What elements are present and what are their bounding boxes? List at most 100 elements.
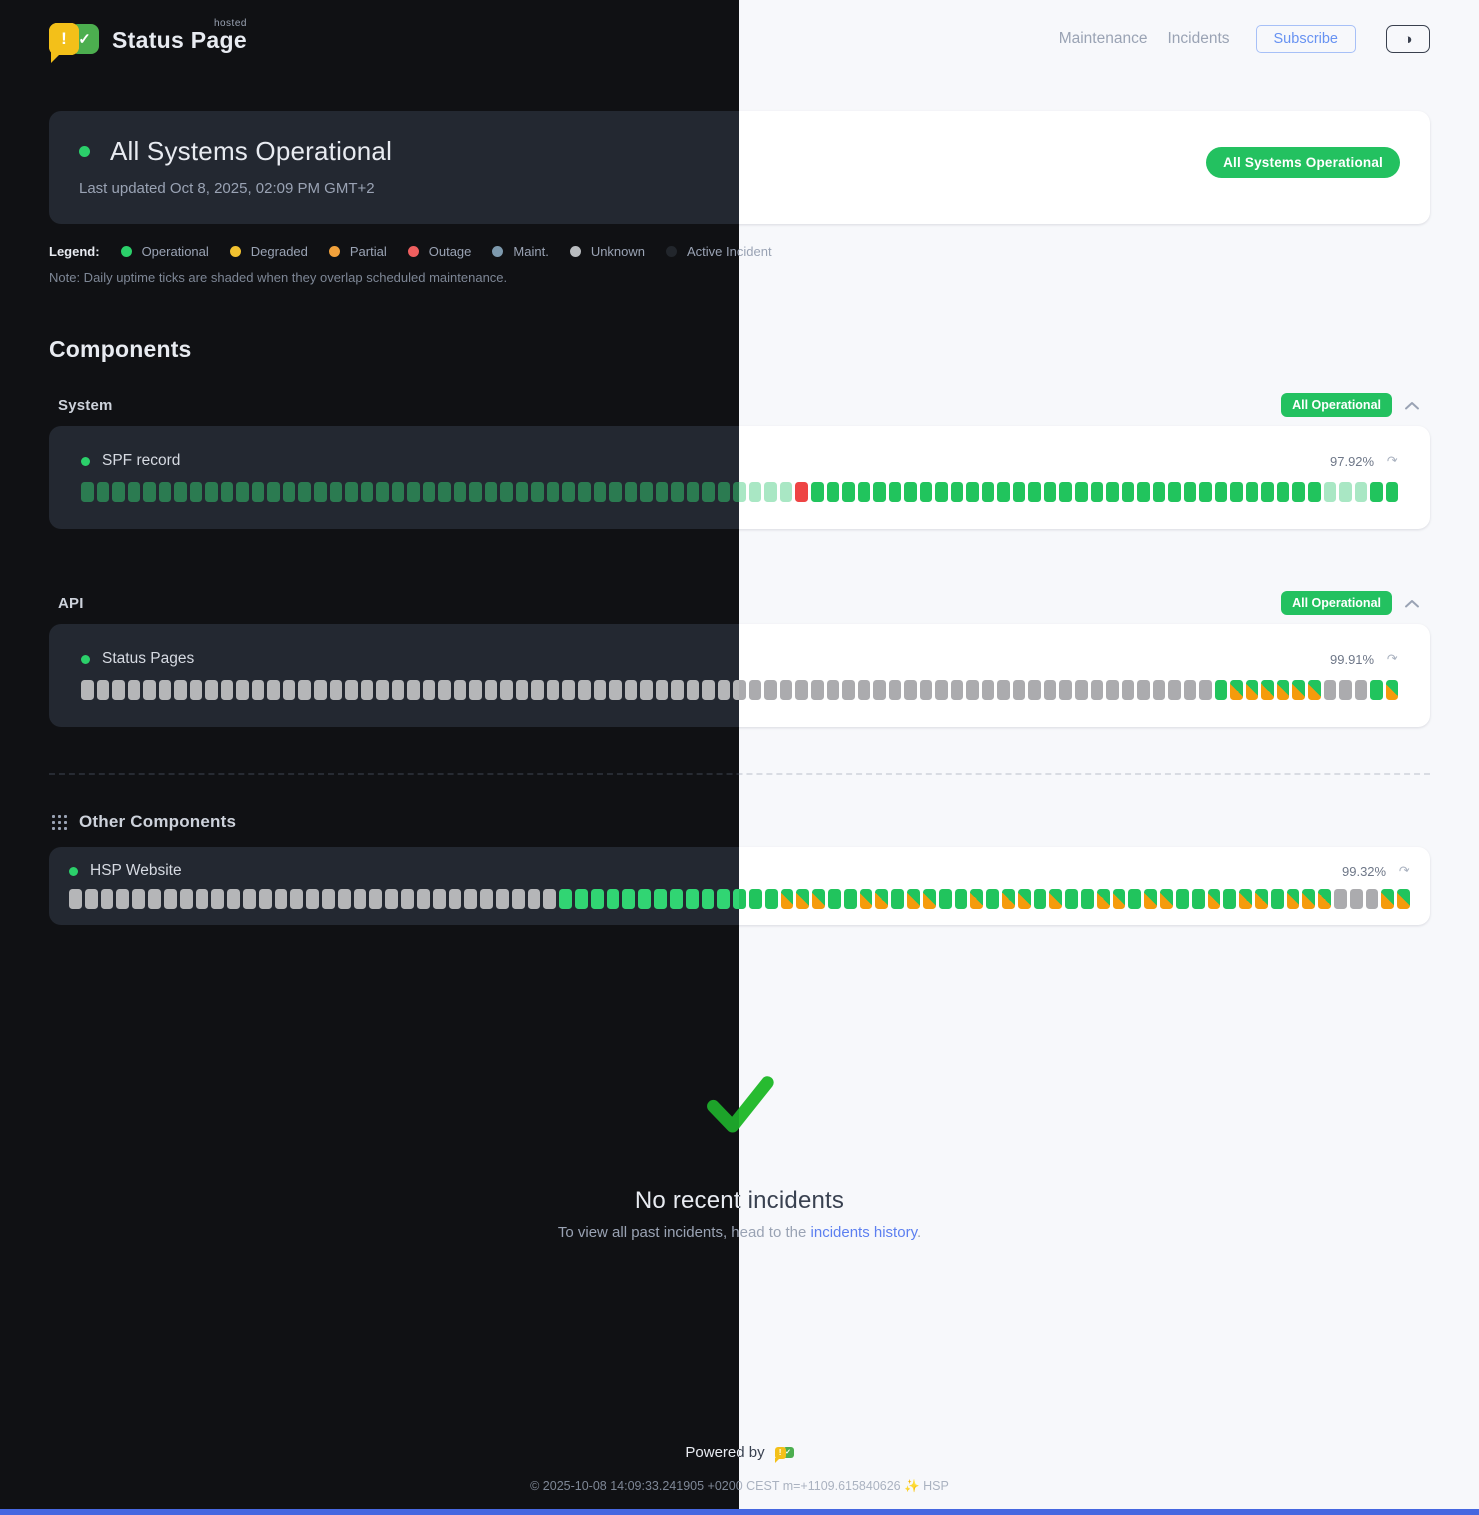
uptime-tick[interactable] <box>500 680 513 700</box>
uptime-tick[interactable] <box>981 680 995 700</box>
uptime-tick[interactable] <box>298 680 311 700</box>
uptime-tick[interactable] <box>1012 680 1026 700</box>
uptime-tick[interactable] <box>1370 482 1383 502</box>
uptime-tick[interactable] <box>282 680 296 700</box>
uptime-tick[interactable] <box>733 482 739 502</box>
uptime-tick[interactable] <box>779 482 793 502</box>
uptime-tick[interactable] <box>329 680 343 700</box>
uptime-tick[interactable] <box>484 482 498 502</box>
uptime-tick[interactable] <box>1385 482 1399 502</box>
uptime-tick[interactable] <box>640 680 653 700</box>
uptime-tick[interactable] <box>236 482 249 502</box>
uptime-tick[interactable] <box>1276 680 1290 700</box>
uptime-tick[interactable] <box>480 889 493 909</box>
uptime-tick[interactable] <box>1223 889 1237 909</box>
refresh-icon[interactable]: ↷ <box>1397 862 1412 879</box>
uptime-tick[interactable] <box>1354 680 1368 700</box>
uptime-tick[interactable] <box>267 680 280 700</box>
uptime-tick[interactable] <box>1381 889 1395 909</box>
uptime-tick[interactable] <box>84 889 98 909</box>
uptime-tick[interactable] <box>422 680 436 700</box>
uptime-tick[interactable] <box>578 482 591 502</box>
uptime-tick[interactable] <box>717 680 731 700</box>
uptime-tick[interactable] <box>546 680 560 700</box>
uptime-tick[interactable] <box>593 482 607 502</box>
uptime-tick[interactable] <box>1121 482 1135 502</box>
uptime-tick[interactable] <box>96 482 110 502</box>
uptime-tick[interactable] <box>966 680 979 700</box>
uptime-tick[interactable] <box>306 889 319 909</box>
uptime-tick[interactable] <box>922 889 936 909</box>
uptime-tick[interactable] <box>873 680 886 700</box>
uptime-tick[interactable] <box>593 680 607 700</box>
uptime-tick[interactable] <box>1183 680 1197 700</box>
uptime-tick[interactable] <box>954 889 968 909</box>
uptime-tick[interactable] <box>997 482 1010 502</box>
uptime-tick[interactable] <box>640 482 653 502</box>
uptime-tick[interactable] <box>1017 889 1031 909</box>
uptime-tick[interactable] <box>69 889 82 909</box>
uptime-tick[interactable] <box>907 889 920 909</box>
uptime-tick[interactable] <box>1307 482 1321 502</box>
uptime-tick[interactable] <box>267 482 280 502</box>
chevron-up-icon[interactable] <box>1404 401 1420 410</box>
uptime-tick[interactable] <box>360 482 374 502</box>
uptime-tick[interactable] <box>438 680 451 700</box>
uptime-tick[interactable] <box>1121 680 1135 700</box>
uptime-tick[interactable] <box>148 889 161 909</box>
uptime-tick[interactable] <box>575 889 588 909</box>
uptime-tick[interactable] <box>1302 889 1316 909</box>
uptime-tick[interactable] <box>112 482 125 502</box>
uptime-tick[interactable] <box>531 680 544 700</box>
uptime-tick[interactable] <box>1199 482 1212 502</box>
uptime-tick[interactable] <box>1096 889 1110 909</box>
uptime-tick[interactable] <box>1230 680 1243 700</box>
uptime-tick[interactable] <box>527 889 541 909</box>
uptime-tick[interactable] <box>1059 482 1072 502</box>
uptime-tick[interactable] <box>205 482 218 502</box>
uptime-tick[interactable] <box>796 889 810 909</box>
uptime-tick[interactable] <box>1207 889 1221 909</box>
uptime-tick[interactable] <box>779 680 793 700</box>
incidents-history-link[interactable]: incidents history <box>810 1224 917 1241</box>
uptime-tick[interactable] <box>891 889 905 909</box>
uptime-tick[interactable] <box>843 889 857 909</box>
chevron-up-icon[interactable] <box>1404 599 1420 608</box>
uptime-tick[interactable] <box>733 680 739 700</box>
uptime-tick[interactable] <box>1323 482 1337 502</box>
uptime-tick[interactable] <box>1365 889 1379 909</box>
uptime-tick[interactable] <box>1214 680 1228 700</box>
uptime-tick[interactable] <box>1028 680 1041 700</box>
uptime-tick[interactable] <box>337 889 351 909</box>
uptime-tick[interactable] <box>859 889 873 909</box>
uptime-tick[interactable] <box>158 680 172 700</box>
uptime-tick[interactable] <box>717 889 731 909</box>
uptime-tick[interactable] <box>950 680 964 700</box>
uptime-tick[interactable] <box>764 680 777 700</box>
uptime-tick[interactable] <box>189 680 203 700</box>
uptime-tick[interactable] <box>385 889 399 909</box>
uptime-tick[interactable] <box>81 680 94 700</box>
uptime-tick[interactable] <box>100 889 114 909</box>
uptime-tick[interactable] <box>251 482 265 502</box>
uptime-tick[interactable] <box>1292 680 1305 700</box>
uptime-tick[interactable] <box>1043 482 1057 502</box>
uptime-tick[interactable] <box>391 482 405 502</box>
uptime-tick[interactable] <box>1191 889 1205 909</box>
uptime-tick[interactable] <box>353 889 367 909</box>
uptime-tick[interactable] <box>1059 680 1072 700</box>
uptime-tick[interactable] <box>515 482 529 502</box>
uptime-tick[interactable] <box>780 889 794 909</box>
uptime-tick[interactable] <box>1318 889 1331 909</box>
uptime-tick[interactable] <box>873 482 886 502</box>
uptime-tick[interactable] <box>935 482 948 502</box>
uptime-tick[interactable] <box>702 680 715 700</box>
uptime-tick[interactable] <box>515 680 529 700</box>
uptime-tick[interactable] <box>1276 482 1290 502</box>
uptime-tick[interactable] <box>205 680 218 700</box>
uptime-tick[interactable] <box>227 889 240 909</box>
uptime-tick[interactable] <box>1081 889 1094 909</box>
uptime-tick[interactable] <box>1270 889 1284 909</box>
uptime-tick[interactable] <box>638 889 652 909</box>
uptime-tickbar[interactable] <box>69 889 739 909</box>
